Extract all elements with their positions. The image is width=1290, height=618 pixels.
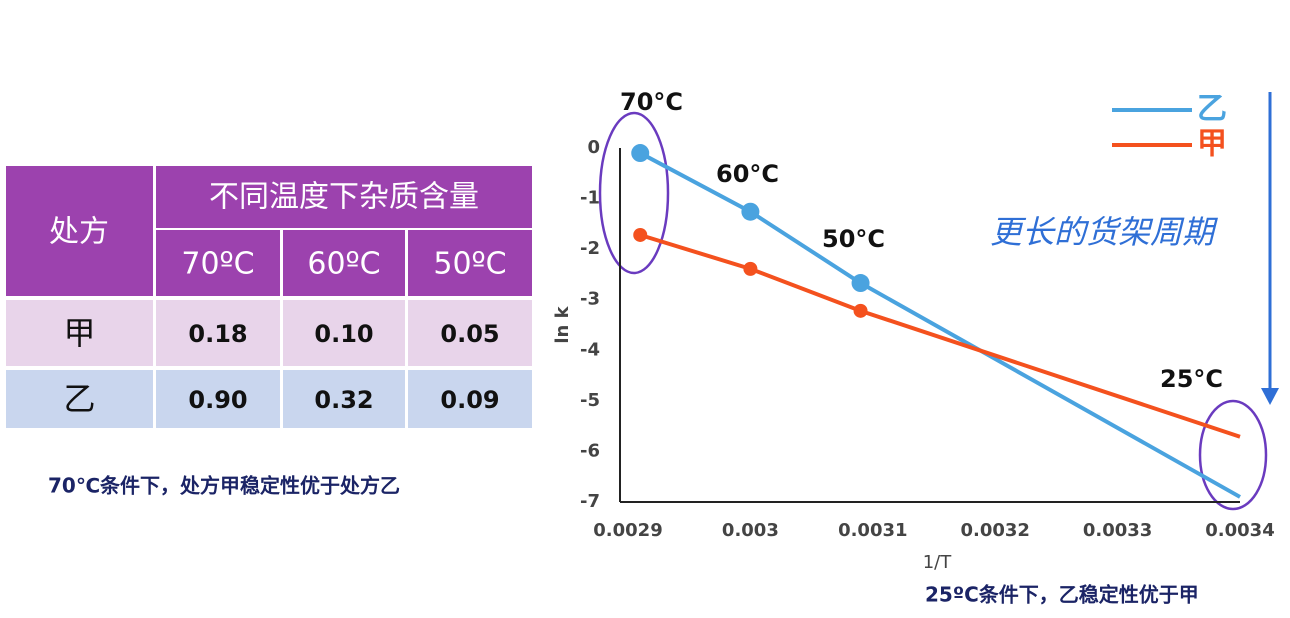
cell-text: 乙	[63, 380, 95, 418]
arrow-head	[1261, 388, 1279, 405]
table-cell	[6, 300, 153, 366]
y-tick-label: -4	[580, 339, 600, 360]
x-tick-label: 0.0032	[960, 520, 1029, 541]
side-note: 更长的货架周期	[990, 213, 1218, 251]
data-point	[743, 261, 758, 276]
annotation: 70°C	[620, 88, 683, 116]
annotation: 25°C	[1160, 365, 1223, 393]
note-right: 25ºC条件下，乙稳定性优于甲	[925, 583, 1199, 607]
header-text: 70ºC	[181, 247, 254, 282]
y-tick-label: -2	[580, 238, 600, 259]
header-cell	[156, 166, 532, 228]
data-point	[631, 144, 650, 163]
cell-text: 0.05	[440, 320, 499, 348]
data-point	[741, 202, 760, 221]
table-cell	[156, 300, 280, 366]
series-line	[639, 233, 1241, 439]
y-tick-label: -7	[580, 491, 600, 512]
data-point	[633, 227, 648, 242]
header-text: 不同温度下杂质含量	[209, 180, 479, 215]
y-tick-label: -3	[580, 289, 600, 310]
note-left: 70℃条件下，处方甲稳定性优于处方乙	[48, 474, 400, 498]
table-cell	[283, 300, 405, 366]
table-cell	[283, 370, 405, 428]
header-cell	[6, 166, 153, 296]
y-tick-label: -6	[580, 440, 600, 461]
highlight-ellipse	[598, 111, 670, 275]
header-text: 处方	[49, 215, 109, 250]
series-line	[639, 151, 1241, 499]
legend-label: 乙	[1197, 92, 1227, 127]
x-tick-label: 0.0033	[1083, 520, 1152, 541]
x-tick-label: 0.0031	[838, 520, 907, 541]
header-text: 50ºC	[433, 247, 506, 282]
y-tick-label: 0	[587, 137, 600, 158]
header-cell	[156, 230, 280, 296]
table-cell	[6, 370, 153, 428]
cell-text: 甲	[63, 314, 95, 352]
y-tick-label: -5	[580, 390, 600, 411]
cell-text: 0.90	[188, 386, 247, 414]
data-point	[853, 303, 868, 318]
legend-label: 甲	[1197, 127, 1227, 162]
cell-text: 0.18	[188, 320, 247, 348]
header-cell	[283, 230, 405, 296]
annotation: 50°C	[822, 225, 885, 253]
header-cell	[408, 230, 532, 296]
table-cell	[408, 300, 532, 366]
x-tick-label: 0.0034	[1205, 520, 1274, 541]
table-cell	[408, 370, 532, 428]
header-text: 60ºC	[307, 247, 380, 282]
table-cell	[156, 370, 280, 428]
cell-text: 0.09	[440, 386, 499, 414]
y-axis-label: ln k	[552, 305, 573, 343]
x-tick-label: 0.0029	[593, 520, 662, 541]
cell-text: 0.32	[314, 386, 373, 414]
x-axis-label: 1/T	[923, 552, 953, 573]
annotation: 60°C	[716, 160, 779, 188]
cell-text: 0.10	[314, 320, 373, 348]
x-tick-label: 0.003	[722, 520, 779, 541]
y-tick-label: -1	[580, 188, 600, 209]
data-point	[851, 274, 870, 293]
highlight-ellipse	[1198, 399, 1268, 511]
